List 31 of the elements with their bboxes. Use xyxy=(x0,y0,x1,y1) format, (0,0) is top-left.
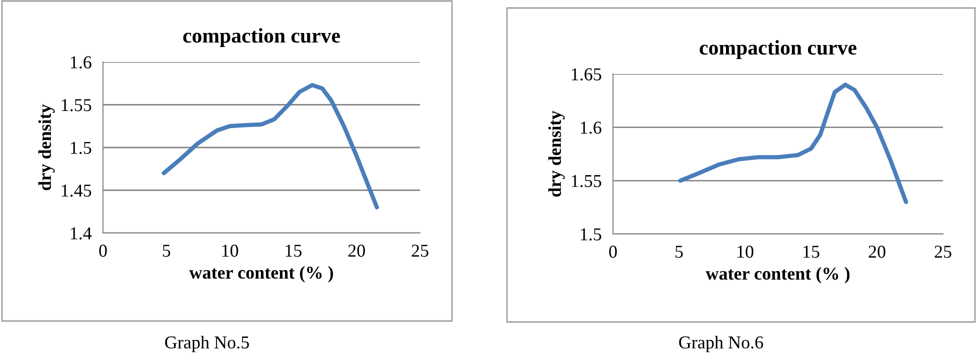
x-axis-title: water content (% ) xyxy=(189,266,333,282)
line-series xyxy=(162,83,379,210)
x-axis-title: water content (% ) xyxy=(706,267,850,284)
x-tick-label: 15 xyxy=(804,246,820,258)
y-tick-label: 1.55 xyxy=(572,175,602,188)
y-tick-label: 1.65 xyxy=(572,68,602,81)
y-axis-title: dry density xyxy=(548,110,565,197)
y-tick-label: 1.55 xyxy=(62,99,92,112)
x-tick-label: 0 xyxy=(99,244,107,257)
y-tick-label: 1.4 xyxy=(70,227,92,240)
y-tick-label: 1.6 xyxy=(580,122,602,134)
text: Graph No.6 xyxy=(679,336,764,352)
y-axis-title: dry density xyxy=(38,104,55,190)
text: Graph No.5 xyxy=(165,336,249,352)
x-tick-label: 0 xyxy=(609,246,617,258)
x-tick-label: 20 xyxy=(868,246,886,258)
x-tick-label: 5 xyxy=(162,244,170,257)
x-tick-label: 5 xyxy=(676,246,683,258)
y-tick-label: 1.5 xyxy=(580,228,602,241)
x-tick-label: 10 xyxy=(222,244,238,257)
chart-title: compaction curve xyxy=(700,40,856,59)
x-tick-label: 25 xyxy=(412,244,428,257)
y-tick-label: 1.45 xyxy=(62,184,92,197)
chart-title: compaction curve xyxy=(183,28,340,47)
y-tick-label: 1.5 xyxy=(70,142,92,154)
x-tick-label: 15 xyxy=(286,244,302,257)
x-tick-label: 20 xyxy=(348,244,365,257)
x-tick-label: 25 xyxy=(934,246,952,258)
x-tick-label: 10 xyxy=(738,246,754,258)
line-series xyxy=(678,82,908,204)
y-tick-label: 1.6 xyxy=(70,56,92,69)
